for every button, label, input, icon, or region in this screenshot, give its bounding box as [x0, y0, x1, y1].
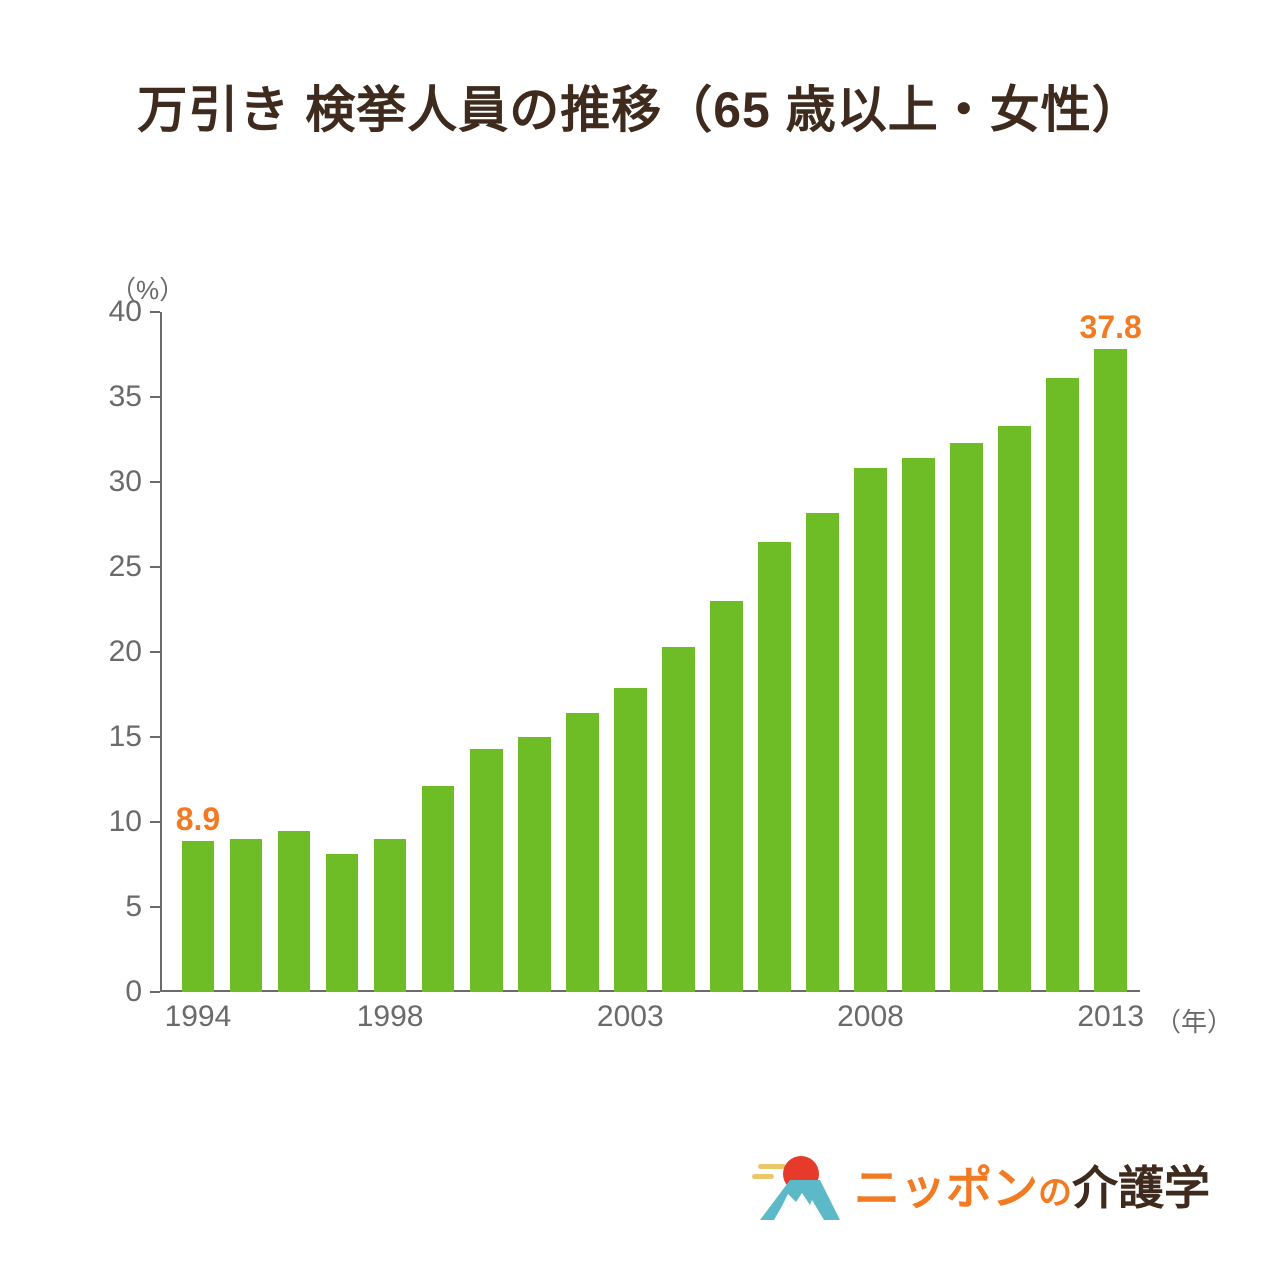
bar: [518, 737, 551, 992]
logo-icon: [752, 1150, 840, 1220]
bar: [230, 839, 263, 992]
bar: [710, 601, 743, 992]
logo-text-part: 介護学: [1072, 1162, 1210, 1214]
logo: ニッポンの介護学: [752, 1150, 1210, 1220]
bar: [1094, 349, 1127, 992]
bar: [662, 647, 695, 992]
y-tick-label: 20: [82, 635, 142, 669]
y-tick-label: 5: [82, 890, 142, 924]
y-tick: [150, 481, 160, 483]
bar-value-label: 37.8: [1080, 309, 1142, 346]
bar-chart: 0510152025303540199419982003200820138.93…: [160, 312, 1140, 992]
logo-text: ニッポンの介護学: [854, 1152, 1210, 1218]
x-axis-unit: （年）: [1155, 1002, 1233, 1039]
bar: [998, 426, 1031, 992]
y-tick: [150, 736, 160, 738]
x-tick-label: 1994: [165, 1000, 232, 1034]
y-tick-label: 15: [82, 720, 142, 754]
bar: [758, 542, 791, 993]
bar: [806, 513, 839, 992]
y-tick: [150, 311, 160, 313]
y-tick-label: 0: [82, 975, 142, 1009]
bar: [326, 854, 359, 992]
bar: [614, 688, 647, 992]
bar: [1046, 378, 1079, 992]
bar: [422, 786, 455, 992]
y-tick-label: 30: [82, 465, 142, 499]
bar-value-label: 8.9: [176, 801, 220, 838]
bar: [470, 749, 503, 992]
bar: [950, 443, 983, 992]
chart-title: 万引き 検挙人員の推移（65 歳以上・女性）: [137, 70, 1142, 142]
x-tick-label: 2008: [837, 1000, 904, 1034]
y-tick: [150, 991, 160, 993]
bar: [854, 468, 887, 992]
y-tick: [150, 566, 160, 568]
y-tick-label: 35: [82, 380, 142, 414]
y-tick: [150, 821, 160, 823]
y-axis-line: [160, 312, 162, 992]
bar: [374, 839, 407, 992]
y-tick-label: 10: [82, 805, 142, 839]
logo-text-part: の: [1038, 1174, 1072, 1212]
logo-text-part: ニッポン: [854, 1162, 1038, 1214]
bar: [566, 713, 599, 992]
bar: [902, 458, 935, 992]
x-tick-label: 1998: [357, 1000, 424, 1034]
y-tick-label: 40: [82, 295, 142, 329]
y-tick-label: 25: [82, 550, 142, 584]
y-tick: [150, 651, 160, 653]
bar: [182, 841, 215, 992]
y-tick: [150, 396, 160, 398]
y-tick: [150, 906, 160, 908]
bar: [278, 831, 311, 993]
x-tick-label: 2013: [1077, 1000, 1144, 1034]
x-tick-label: 2003: [597, 1000, 664, 1034]
